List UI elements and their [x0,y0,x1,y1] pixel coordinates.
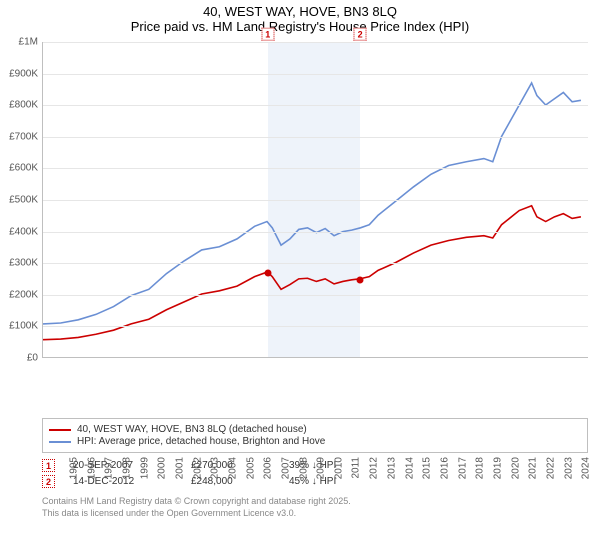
sale-delta: 45% ↓ HPI [289,476,336,487]
legend-item: HPI: Average price, detached house, Brig… [49,436,581,447]
gridline [43,326,588,327]
x-axis-label: 2007 [280,457,291,479]
y-axis-label: £100K [0,321,38,332]
x-axis-label: 2008 [298,457,309,479]
x-axis-label: 1998 [121,457,132,479]
sale-dot [357,276,364,283]
gridline [43,42,588,43]
y-axis-label: £200K [0,289,38,300]
x-axis-label: 2021 [528,457,539,479]
sale-dot [264,269,271,276]
x-axis-label: 2023 [563,457,574,479]
x-axis-label: 2024 [581,457,592,479]
legend-swatch [49,441,71,443]
x-axis-label: 2003 [210,457,221,479]
x-axis-label: 2015 [422,457,433,479]
y-axis-label: £1M [0,37,38,48]
x-axis-label: 2013 [386,457,397,479]
series-line [43,83,581,324]
legend-label: HPI: Average price, detached house, Brig… [77,436,325,447]
legend-swatch [49,429,71,431]
x-axis-label: 2017 [457,457,468,479]
x-axis-label: 2020 [510,457,521,479]
series-line [43,206,581,340]
sale-index-box: 2 [42,475,55,488]
sale-marker: 2 [354,28,367,41]
chart: 12 £0 £100K £200K £300K £400K £500K £600K £700K… [0,36,600,416]
gridline [43,168,588,169]
gridline [43,232,588,233]
x-axis-label: 2005 [245,457,256,479]
x-axis-label: 2000 [157,457,168,479]
y-axis-label: £600K [0,163,38,174]
y-axis-label: £700K [0,131,38,142]
x-axis-label: 2010 [333,457,344,479]
x-axis-label: 2019 [492,457,503,479]
x-axis-label: 2001 [174,457,185,479]
x-axis-label: 2004 [227,457,238,479]
x-axis-label: 2009 [316,457,327,479]
gridline [43,74,588,75]
x-axis-label: 2022 [545,457,556,479]
x-axis-label: 1999 [139,457,150,479]
y-axis-label: £400K [0,226,38,237]
chart-title: 40, WEST WAY, HOVE, BN3 8LQ Price paid v… [0,0,600,36]
y-axis-label: £800K [0,100,38,111]
x-axis-label: 2011 [350,457,361,479]
y-axis-label: £500K [0,195,38,206]
attribution-line: Contains HM Land Registry data © Crown c… [42,496,588,508]
attribution: Contains HM Land Registry data © Crown c… [42,496,588,519]
y-axis-label: £900K [0,68,38,79]
x-axis-label: 2006 [263,457,274,479]
sale-delta: 39% ↓ HPI [289,460,336,471]
x-axis-label: 2018 [475,457,486,479]
x-axis-label: 2016 [439,457,450,479]
x-axis-label: 1995 [68,457,79,479]
legend: 40, WEST WAY, HOVE, BN3 8LQ (detached ho… [42,418,588,453]
gridline [43,137,588,138]
plot-area: 12 [42,42,588,358]
sale-index-box: 1 [42,459,55,472]
title-subtitle: Price paid vs. HM Land Registry's House … [0,19,600,34]
gridline [43,105,588,106]
legend-label: 40, WEST WAY, HOVE, BN3 8LQ (detached ho… [77,424,307,435]
y-axis-label: £300K [0,258,38,269]
gridline [43,295,588,296]
attribution-line: This data is licensed under the Open Gov… [42,508,588,520]
x-axis-label: 2014 [404,457,415,479]
legend-item: 40, WEST WAY, HOVE, BN3 8LQ (detached ho… [49,424,581,435]
gridline [43,263,588,264]
y-axis-label: £0 [0,353,38,364]
sale-marker: 1 [261,28,274,41]
x-axis-label: 2012 [369,457,380,479]
gridline [43,200,588,201]
x-axis-label: 2002 [192,457,203,479]
x-axis-label: 1997 [104,457,115,479]
x-axis-label: 1996 [86,457,97,479]
title-address: 40, WEST WAY, HOVE, BN3 8LQ [0,4,600,19]
